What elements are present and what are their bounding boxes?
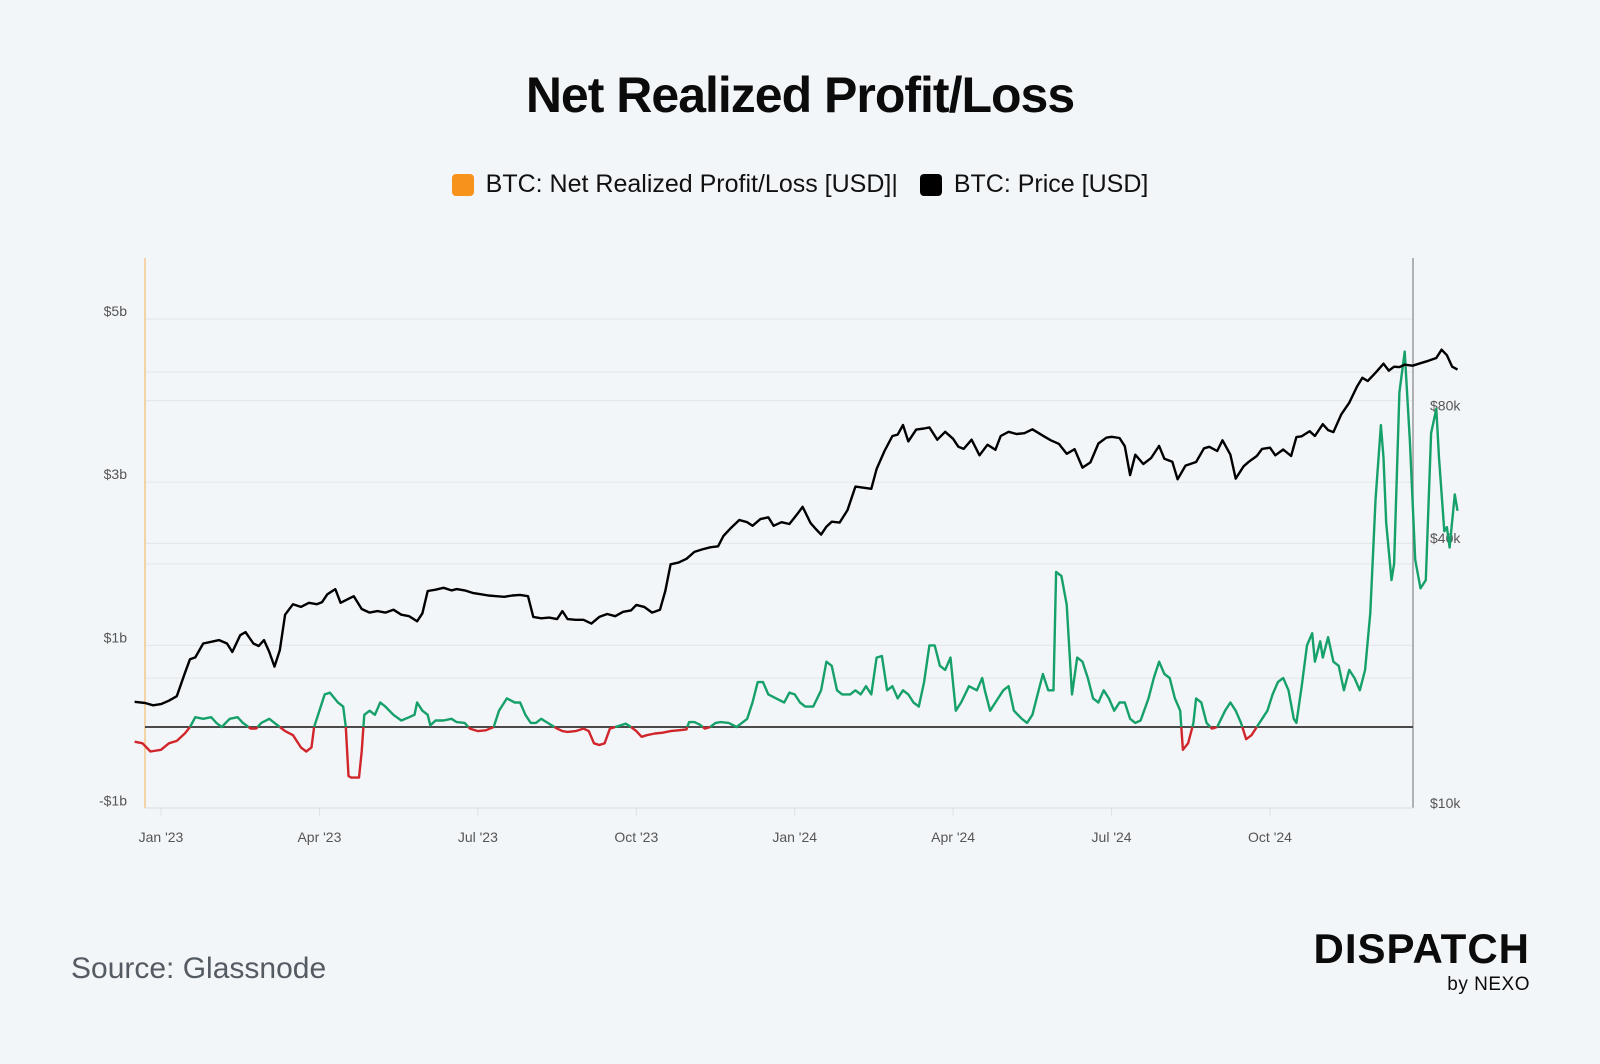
nrpl-loss-line xyxy=(630,726,689,738)
legend-item-nrpl[interactable]: BTC: Net Realized Profit/Loss [USD]| xyxy=(451,170,898,199)
left-y-tick-label: $1b xyxy=(104,629,128,645)
nrpl-profit-line xyxy=(614,722,632,729)
chart-title: Net Realized Profit/Loss xyxy=(525,67,1075,123)
x-tick-label: Jan '23 xyxy=(139,829,184,845)
nrpl-profit-line xyxy=(188,716,250,729)
nrpl-profit-line xyxy=(256,717,281,728)
left-y-tick-label: $5b xyxy=(104,303,128,319)
x-tick-label: Oct '23 xyxy=(614,829,658,845)
legend-label-nrpl: BTC: Net Realized Profit/Loss [USD]| xyxy=(485,170,898,198)
nrpl-profit-line xyxy=(312,691,347,728)
source-caption: Source: Glassnode xyxy=(71,952,327,985)
x-tick-label: Jul '23 xyxy=(458,829,498,845)
square-swatch-icon xyxy=(451,173,474,196)
nrpl-loss-line xyxy=(344,726,365,779)
nrpl-profit-line xyxy=(709,570,1183,729)
nrpl-loss-line xyxy=(279,726,316,753)
legend-label-price: BTC: Price [USD] xyxy=(953,170,1149,198)
right-y-tick-label: $40k xyxy=(1430,530,1461,546)
x-tick-label: Apr '23 xyxy=(297,829,341,845)
nrpl-loss-line xyxy=(1241,726,1258,741)
nrpl-profit-line xyxy=(1191,697,1212,728)
square-swatch-icon xyxy=(919,173,942,196)
x-tick-label: Oct '24 xyxy=(1248,829,1292,845)
nrpl-profit-line xyxy=(1255,350,1459,728)
x-tick-label: Jan '24 xyxy=(772,829,817,845)
brand-name: DISPATCH xyxy=(1313,925,1530,972)
axes xyxy=(144,258,1414,809)
left-y-axis-ticks: $5b $3b $1b -$1b xyxy=(99,303,127,809)
right-y-tick-label: $80k xyxy=(1430,398,1461,414)
x-axis-ticks: Jan '23 Apr '23 Jul '23 Oct '23 Jan '24 Apr '… xyxy=(139,808,1292,845)
brand-sub: by NEXO xyxy=(1447,974,1530,995)
nrpl-loss-line xyxy=(1180,726,1194,751)
right-y-tick-label: $10k xyxy=(1430,795,1461,811)
left-y-tick-label: $3b xyxy=(104,466,128,482)
x-tick-label: Apr '24 xyxy=(931,829,975,845)
nrpl-profit-line xyxy=(1216,701,1244,728)
price-line xyxy=(134,348,1459,707)
series-layer xyxy=(134,348,1459,779)
right-y-axis-ticks: $80k $40k $10k xyxy=(1430,398,1461,812)
x-tick-label: Jul '24 xyxy=(1092,829,1132,845)
nrpl-profit-line xyxy=(686,720,704,728)
chart-legend: BTC: Net Realized Profit/Loss [USD]| BTC… xyxy=(0,170,1600,199)
nrpl-loss-line xyxy=(247,726,259,730)
nrpl-profit-line xyxy=(362,701,470,728)
nrpl-loss-line xyxy=(702,725,711,730)
nrpl-loss-line xyxy=(467,725,495,733)
grid-lines xyxy=(145,318,1413,679)
nrpl-profit-line xyxy=(492,697,556,729)
nrpl-loss-line xyxy=(134,726,191,753)
left-y-tick-label: -$1b xyxy=(99,793,127,809)
nrpl-loss-line xyxy=(1209,725,1218,730)
legend-item-price[interactable]: BTC: Price [USD] xyxy=(919,170,1149,199)
nrpl-loss-line xyxy=(553,725,616,747)
brand-logo: DISPATCH by NEXO xyxy=(1314,928,1530,996)
